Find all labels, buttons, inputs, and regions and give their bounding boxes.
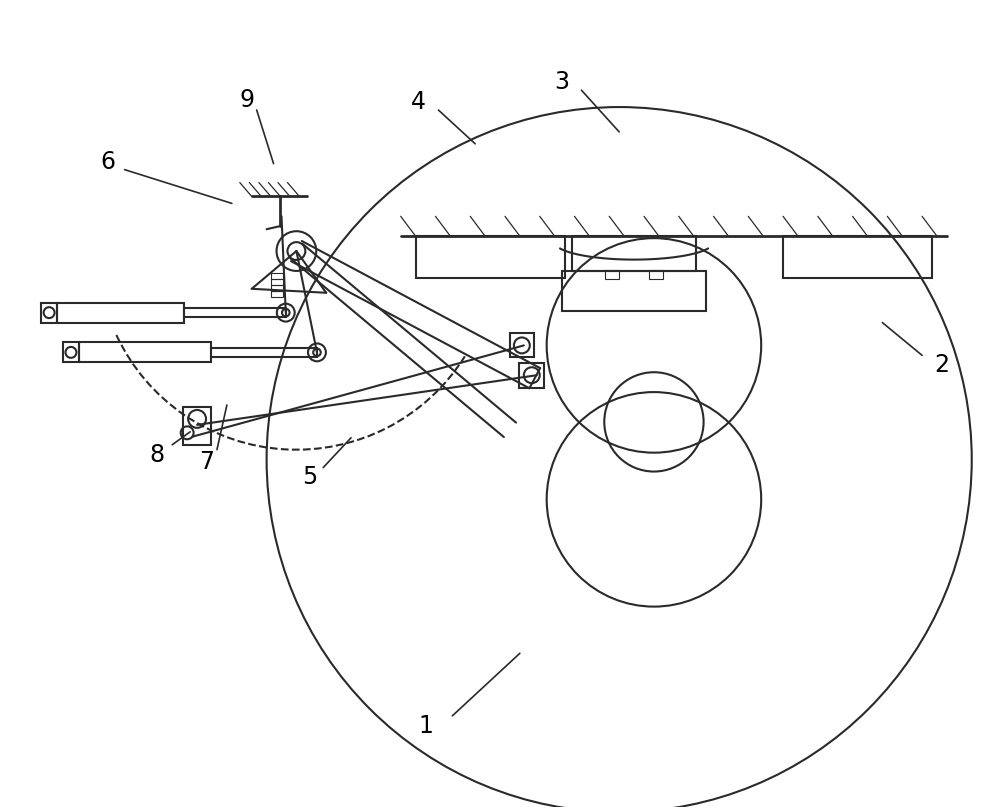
Bar (41, 303, 57, 322)
Bar (572, 237, 696, 271)
Text: 7: 7 (200, 450, 215, 474)
Bar (79, 343, 211, 362)
Text: 4: 4 (411, 90, 426, 114)
Text: 1: 1 (418, 714, 433, 738)
Bar (416, 237, 565, 278)
Text: 9: 9 (239, 88, 254, 112)
Bar (605, 270, 619, 279)
Text: 2: 2 (934, 353, 949, 377)
Bar (562, 271, 706, 311)
Text: 3: 3 (554, 70, 569, 94)
Bar (184, 308, 286, 317)
Bar (211, 347, 317, 357)
Text: 6: 6 (100, 150, 115, 173)
Bar (271, 291, 283, 296)
Text: 5: 5 (302, 466, 317, 489)
Bar (649, 270, 663, 279)
Bar (271, 279, 283, 285)
Text: 8: 8 (150, 442, 165, 467)
Bar (57, 303, 184, 322)
Bar (510, 334, 534, 357)
Bar (519, 364, 544, 388)
Bar (271, 273, 283, 279)
Bar (63, 343, 79, 362)
Bar (271, 285, 283, 291)
Bar (783, 237, 932, 278)
Bar (183, 407, 211, 445)
